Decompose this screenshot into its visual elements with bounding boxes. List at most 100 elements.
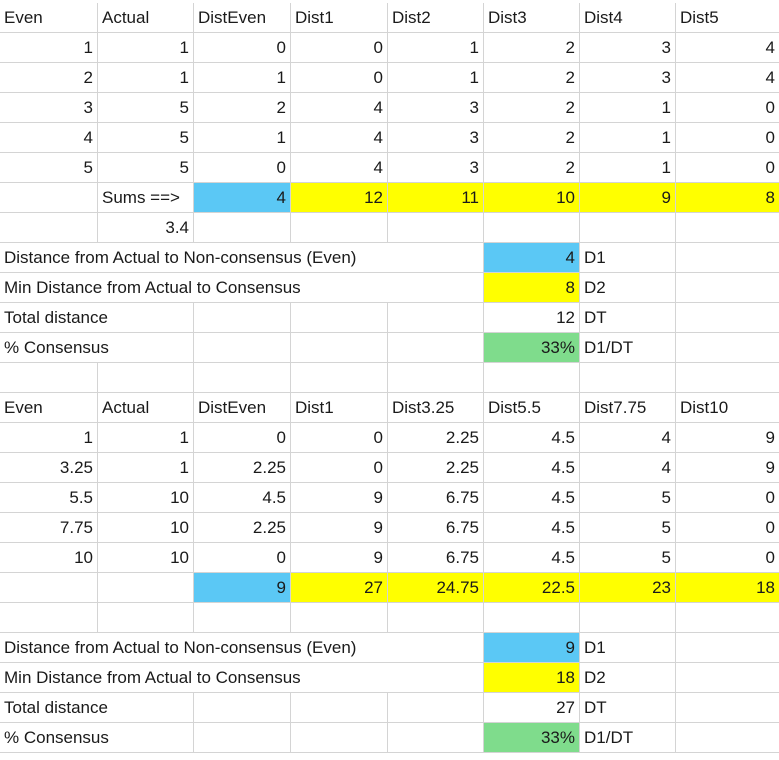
cell-r7-c2[interactable]: Sums ==> [98,183,194,213]
cell-r2-c1[interactable]: 1 [0,33,98,63]
cell-r13-c4[interactable] [291,363,388,393]
cell-r22-c7[interactable]: D1 [580,633,676,663]
cell-r18-c6[interactable]: 4.5 [484,513,580,543]
cell-r23-c8[interactable] [676,663,779,693]
cell-r11-c5[interactable] [388,303,484,333]
cell-r20-c3[interactable]: 9 [194,573,291,603]
cell-r14-c4[interactable]: Dist1 [291,393,388,423]
cell-r12-c8[interactable] [676,333,779,363]
cell-r16-c2[interactable]: 1 [98,453,194,483]
cell-r14-c2[interactable]: Actual [98,393,194,423]
cell-r13-c7[interactable] [580,363,676,393]
cell-r3-c6[interactable]: 2 [484,63,580,93]
cell-r7-c7[interactable]: 9 [580,183,676,213]
cell-r19-c3[interactable]: 0 [194,543,291,573]
cell-r6-c3[interactable]: 0 [194,153,291,183]
cell-r12-c6[interactable]: 33% [484,333,580,363]
cell-r12-c5[interactable] [388,333,484,363]
cell-r21-c5[interactable] [388,603,484,633]
cell-r16-c6[interactable]: 4.5 [484,453,580,483]
cell-r13-c1[interactable] [0,363,98,393]
cell-r15-c7[interactable]: 4 [580,423,676,453]
cell-r2-c7[interactable]: 3 [580,33,676,63]
cell-r21-c2[interactable] [98,603,194,633]
cell-r3-c1[interactable]: 2 [0,63,98,93]
cell-r16-c7[interactable]: 4 [580,453,676,483]
cell-r5-c5[interactable]: 3 [388,123,484,153]
cell-r19-c2[interactable]: 10 [98,543,194,573]
cell-r6-c1[interactable]: 5 [0,153,98,183]
cell-r21-c8[interactable] [676,603,779,633]
cell-r1-c3[interactable]: DistEven [194,3,291,33]
cell-r12-c3[interactable] [194,333,291,363]
cell-r11-c6[interactable]: 12 [484,303,580,333]
cell-r25-c7[interactable]: D1/DT [580,723,676,753]
cell-r8-c6[interactable] [484,213,580,243]
cell-r7-c6[interactable]: 10 [484,183,580,213]
cell-r6-c4[interactable]: 4 [291,153,388,183]
cell-r19-c1[interactable]: 10 [0,543,98,573]
cell-r5-c3[interactable]: 1 [194,123,291,153]
cell-r24-c1[interactable]: Total distance [0,693,194,723]
cell-r25-c6[interactable]: 33% [484,723,580,753]
cell-r7-c5[interactable]: 11 [388,183,484,213]
cell-r1-c4[interactable]: Dist1 [291,3,388,33]
cell-r18-c2[interactable]: 10 [98,513,194,543]
cell-r20-c5[interactable]: 24.75 [388,573,484,603]
cell-r20-c1[interactable] [0,573,98,603]
cell-r16-c8[interactable]: 9 [676,453,779,483]
cell-r10-c7[interactable]: D2 [580,273,676,303]
cell-r17-c8[interactable]: 0 [676,483,779,513]
cell-r2-c6[interactable]: 2 [484,33,580,63]
cell-r14-c1[interactable]: Even [0,393,98,423]
cell-r11-c8[interactable] [676,303,779,333]
cell-r24-c7[interactable]: DT [580,693,676,723]
cell-r7-c1[interactable] [0,183,98,213]
cell-r1-c7[interactable]: Dist4 [580,3,676,33]
cell-r8-c7[interactable] [580,213,676,243]
cell-r5-c4[interactable]: 4 [291,123,388,153]
cell-r5-c6[interactable]: 2 [484,123,580,153]
cell-r10-c1[interactable]: Min Distance from Actual to Consensus [0,273,484,303]
cell-r20-c4[interactable]: 27 [291,573,388,603]
cell-r19-c6[interactable]: 4.5 [484,543,580,573]
cell-r8-c8[interactable] [676,213,779,243]
cell-r18-c4[interactable]: 9 [291,513,388,543]
cell-r25-c1[interactable]: % Consensus [0,723,194,753]
cell-r3-c8[interactable]: 4 [676,63,779,93]
cell-r18-c7[interactable]: 5 [580,513,676,543]
cell-r10-c8[interactable] [676,273,779,303]
cell-r12-c4[interactable] [291,333,388,363]
cell-r8-c5[interactable] [388,213,484,243]
cell-r5-c7[interactable]: 1 [580,123,676,153]
cell-r2-c3[interactable]: 0 [194,33,291,63]
cell-r4-c1[interactable]: 3 [0,93,98,123]
cell-r15-c5[interactable]: 2.25 [388,423,484,453]
cell-r5-c1[interactable]: 4 [0,123,98,153]
cell-r18-c3[interactable]: 2.25 [194,513,291,543]
cell-r4-c4[interactable]: 4 [291,93,388,123]
cell-r7-c8[interactable]: 8 [676,183,779,213]
cell-r11-c4[interactable] [291,303,388,333]
cell-r1-c8[interactable]: Dist5 [676,3,779,33]
cell-r25-c8[interactable] [676,723,779,753]
cell-r17-c3[interactable]: 4.5 [194,483,291,513]
cell-r14-c6[interactable]: Dist5.5 [484,393,580,423]
cell-r4-c7[interactable]: 1 [580,93,676,123]
cell-r5-c2[interactable]: 5 [98,123,194,153]
cell-r7-c3[interactable]: 4 [194,183,291,213]
cell-r11-c7[interactable]: DT [580,303,676,333]
cell-r3-c3[interactable]: 1 [194,63,291,93]
cell-r21-c1[interactable] [0,603,98,633]
cell-r13-c5[interactable] [388,363,484,393]
cell-r7-c4[interactable]: 12 [291,183,388,213]
cell-r23-c7[interactable]: D2 [580,663,676,693]
cell-r15-c8[interactable]: 9 [676,423,779,453]
cell-r24-c3[interactable] [194,693,291,723]
cell-r20-c2[interactable] [98,573,194,603]
cell-r4-c2[interactable]: 5 [98,93,194,123]
cell-r19-c5[interactable]: 6.75 [388,543,484,573]
cell-r2-c8[interactable]: 4 [676,33,779,63]
cell-r4-c6[interactable]: 2 [484,93,580,123]
cell-r4-c3[interactable]: 2 [194,93,291,123]
